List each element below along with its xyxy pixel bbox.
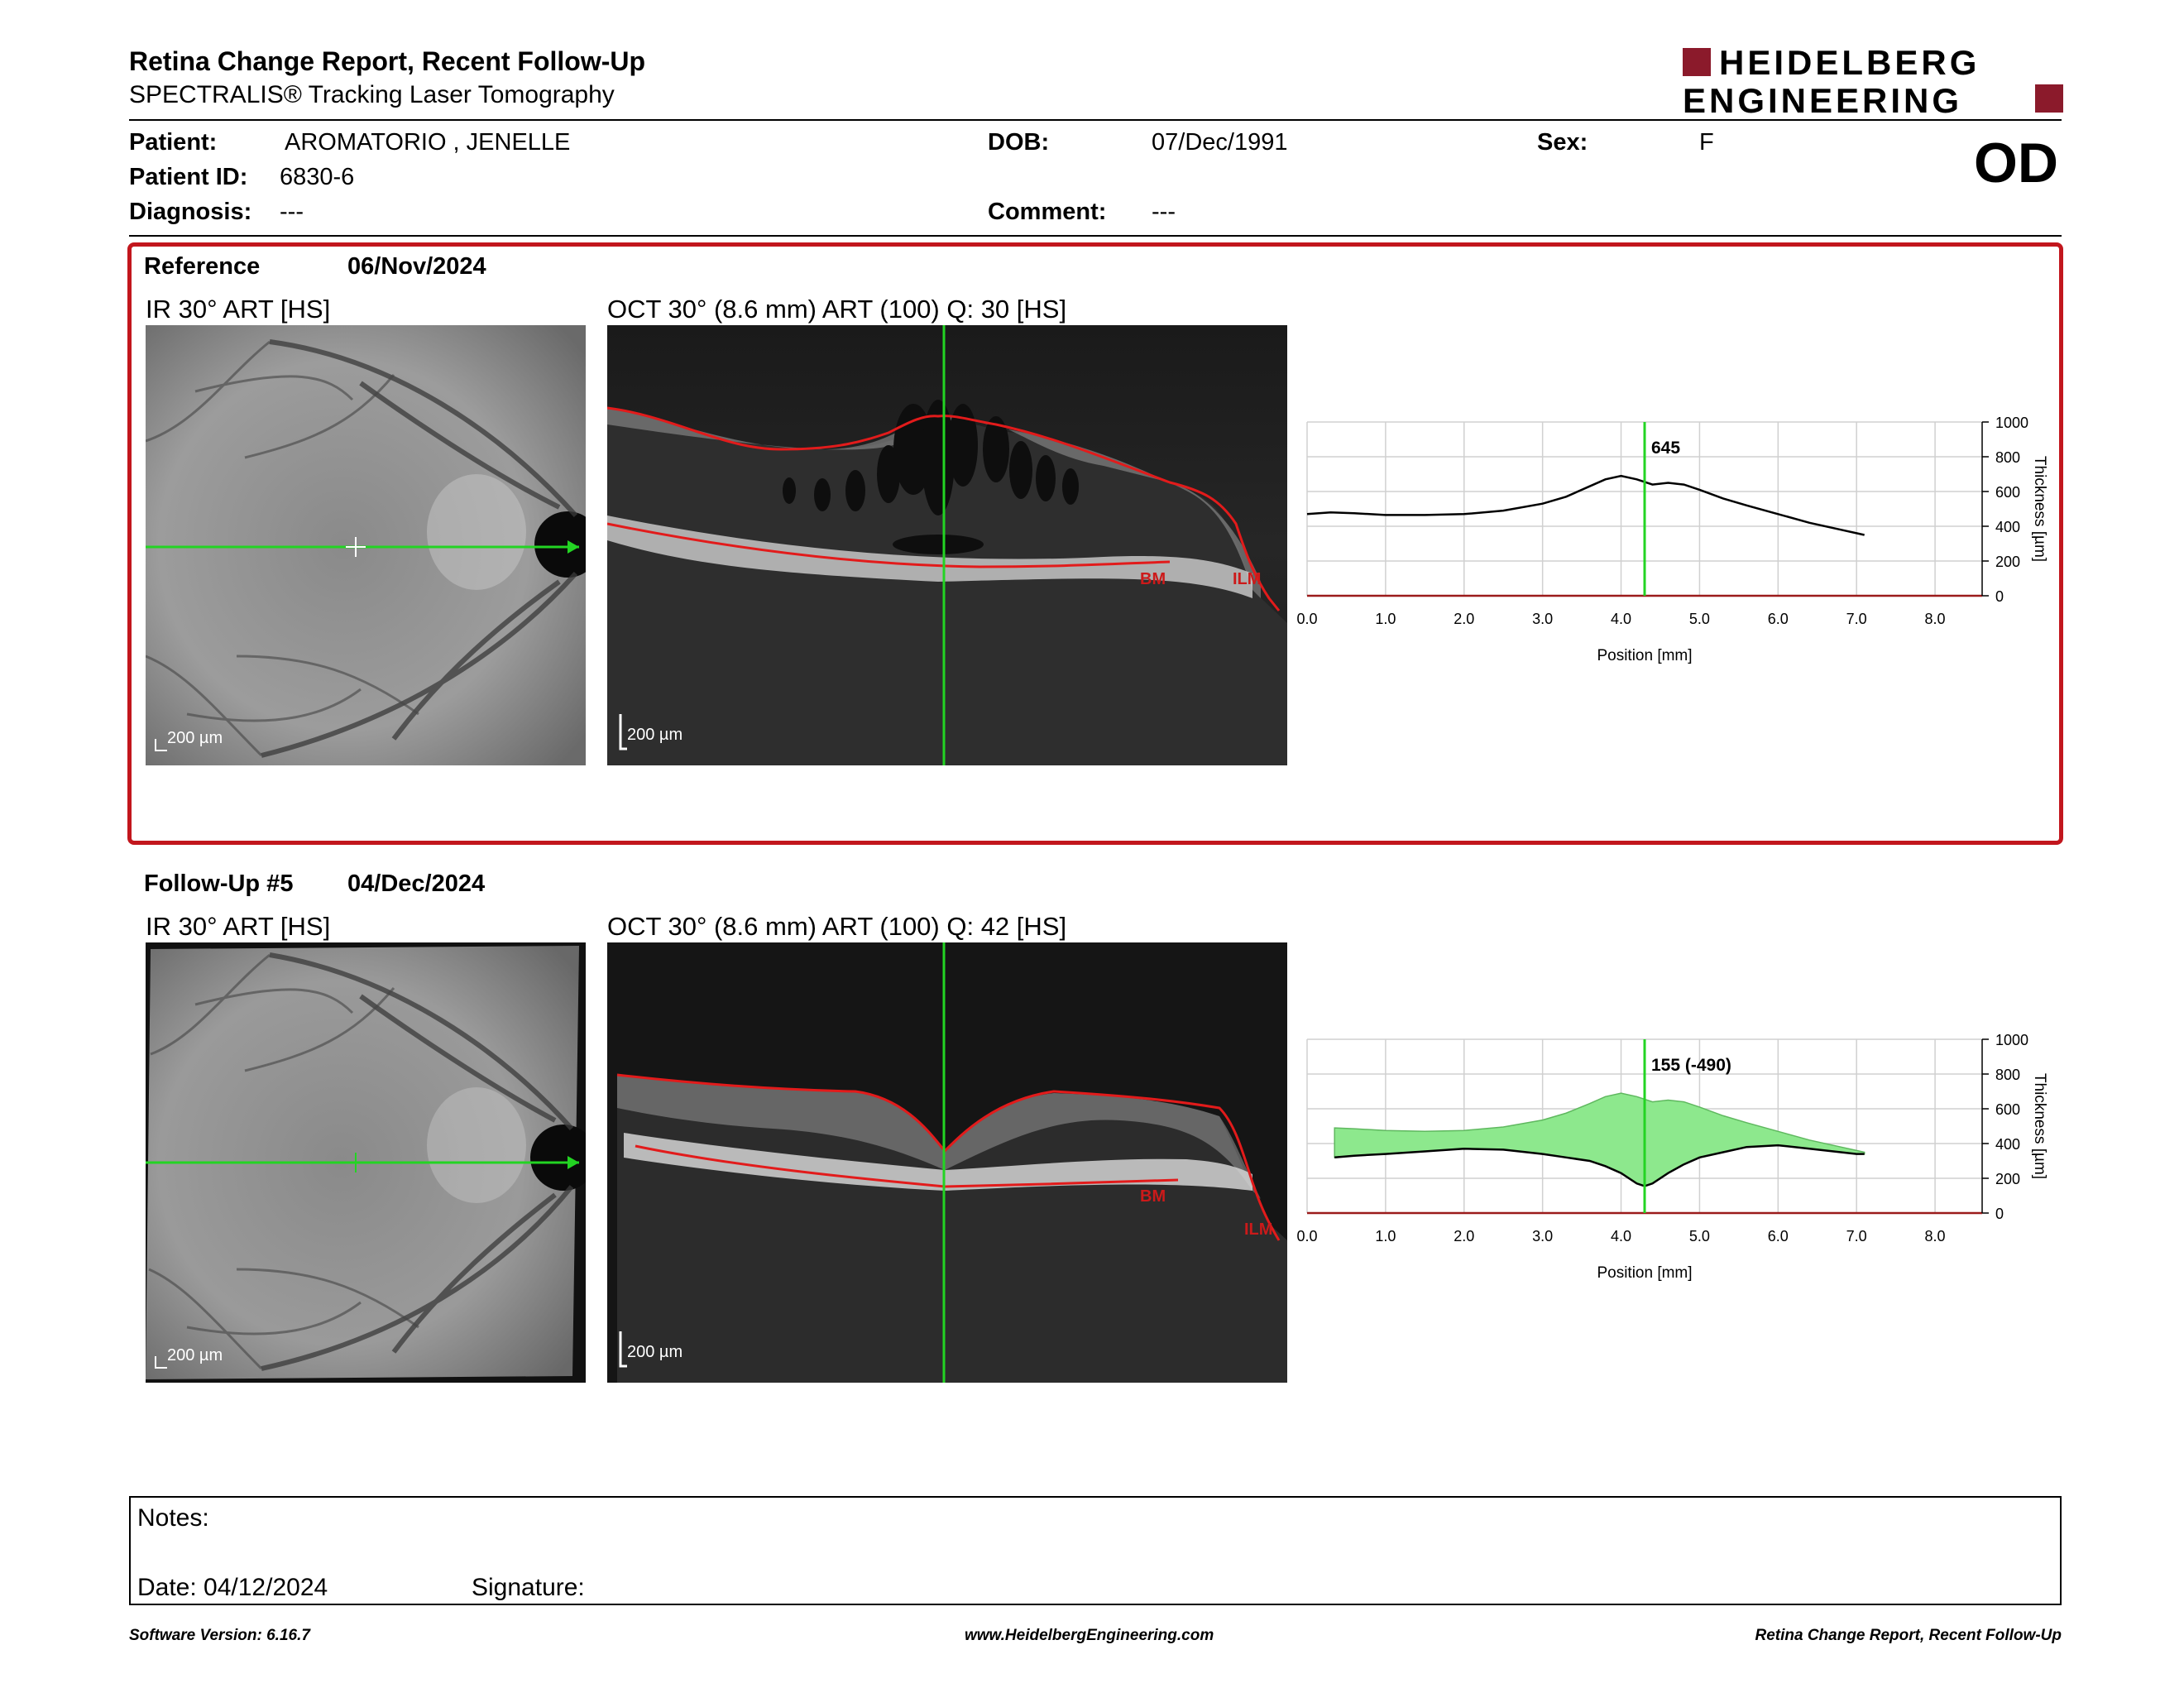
- followup-chart-xtick-label: 3.0: [1532, 1228, 1553, 1244]
- patient-label: Patient:: [129, 129, 218, 156]
- reference-chart-xtick-label: 3.0: [1532, 611, 1553, 627]
- patient-divider: [129, 235, 2062, 237]
- followup-chart-xtick-label: 8.0: [1925, 1228, 1946, 1244]
- followup-chart-followup-line: [1334, 1144, 1865, 1187]
- followup-chart-xtick-label: 2.0: [1454, 1228, 1474, 1244]
- followup-bm-label: BM: [1140, 1187, 1166, 1206]
- followup-ir-image[interactable]: 200 µm: [146, 942, 586, 1383]
- reference-ilm-label: ILM: [1233, 570, 1261, 588]
- heidelberg-logo: HEIDELBERG ENGINEERING: [1683, 43, 2063, 117]
- diagnosis-label: Diagnosis:: [129, 199, 252, 225]
- dob-label: DOB:: [988, 129, 1050, 156]
- reference-chart-xtick-label: 5.0: [1689, 611, 1710, 627]
- followup-label: Follow-Up #5: [144, 870, 294, 897]
- followup-chart-xtick-label: 6.0: [1768, 1228, 1789, 1244]
- footer-report-name: Retina Change Report, Recent Follow-Up: [1755, 1627, 2062, 1644]
- software-version: Software Version: 6.16.7: [129, 1627, 310, 1644]
- followup-oct-image[interactable]: BM ILM 200 µm: [607, 942, 1287, 1383]
- reference-chart-xtick-label: 2.0: [1454, 611, 1474, 627]
- followup-chart-xtick-label: 7.0: [1846, 1228, 1867, 1244]
- followup-oct-scale: 200 µm: [627, 1343, 683, 1361]
- followup-chart-xtick-label: 4.0: [1611, 1228, 1631, 1244]
- followup-thickness-chart: 0 200 400 600 800 1000 0.0 1.0 2.0 3.0 4.0 5.0 6.0 7.…: [1296, 1032, 2048, 1282]
- reference-chart-ytick-label: 200: [1995, 554, 2020, 570]
- reference-thickness-chart: 0 200 400 600 800 1000 0.0 1.0 2.0 3.0 4.0 5.0 6.0 7.…: [1296, 415, 2048, 664]
- followup-chart-ytick-label: 600: [1995, 1101, 2020, 1118]
- followup-ir-scale: 200 µm: [167, 1346, 223, 1364]
- comment-value: ---: [1152, 199, 1176, 225]
- reference-chart-y-axis-label: Thickness [µm]: [2031, 456, 2048, 562]
- followup-chart-ytick-label: 0: [1995, 1206, 2004, 1222]
- logo-line1: HEIDELBERG: [1719, 43, 1980, 82]
- reference-chart-x-axis-label: Position [mm]: [1597, 647, 1692, 664]
- followup-chart-xtick-label: 1.0: [1375, 1228, 1396, 1244]
- followup-chart-ytick-label: 400: [1995, 1136, 2020, 1153]
- report-subtitle: SPECTRALIS® Tracking Laser Tomography: [129, 81, 615, 108]
- logo-line2: ENGINEERING: [1683, 81, 1962, 117]
- sex-label: Sex:: [1537, 129, 1588, 156]
- reference-chart-xtick-label: 0.0: [1296, 611, 1317, 627]
- reference-ir-title: IR 30° ART [HS]: [146, 295, 331, 324]
- reference-label: Reference: [144, 253, 261, 280]
- followup-chart-x-axis-label: Position [mm]: [1597, 1264, 1692, 1282]
- sex-value: F: [1699, 129, 1714, 156]
- reference-chart-ytick-label: 800: [1995, 449, 2020, 466]
- reference-chart-xtick-label: 6.0: [1768, 611, 1789, 627]
- header-divider: [129, 119, 2062, 121]
- followup-chart-ytick-label: 800: [1995, 1067, 2020, 1083]
- reference-chart-ytick-label: 1000: [1995, 415, 2028, 431]
- followup-date: 04/Dec/2024: [347, 870, 486, 897]
- reference-section-box: [127, 242, 2063, 845]
- followup-oct-title: OCT 30° (8.6 mm) ART (100) Q: 42 [HS]: [607, 912, 1067, 941]
- reference-oct-title: OCT 30° (8.6 mm) ART (100) Q: 30 [HS]: [607, 295, 1067, 324]
- reference-date: 06/Nov/2024: [347, 253, 486, 280]
- signature-label: Signature:: [472, 1574, 585, 1601]
- patient-name: AROMATORIO , JENELLE: [285, 129, 571, 156]
- eye-indicator: OD: [1974, 132, 2058, 194]
- followup-chart-change-area: [1334, 1092, 1866, 1187]
- followup-ilm-label: ILM: [1244, 1220, 1272, 1239]
- reference-oct-image[interactable]: BM ILM 200 µm: [607, 325, 1287, 765]
- report-title: Retina Change Report, Recent Follow-Up: [129, 46, 646, 76]
- followup-chart-xtick-label: 0.0: [1296, 1228, 1317, 1244]
- reference-chart-xtick-label: 7.0: [1846, 611, 1867, 627]
- followup-ir-title: IR 30° ART [HS]: [146, 912, 331, 941]
- reference-chart-xtick-label: 4.0: [1611, 611, 1631, 627]
- dob-value: 07/Dec/1991: [1152, 129, 1288, 156]
- date-label: Date: 04/12/2024: [137, 1574, 328, 1601]
- reference-chart-cursor-label: 645: [1651, 439, 1680, 458]
- reference-chart-ytick-label: 400: [1995, 519, 2020, 535]
- patient-id-label: Patient ID:: [129, 164, 248, 190]
- followup-chart-y-axis-label: Thickness [µm]: [2031, 1073, 2048, 1179]
- reference-ir-image[interactable]: 200 µm: [146, 325, 586, 765]
- notes-label: Notes:: [137, 1504, 209, 1532]
- followup-chart-ytick-label: 1000: [1995, 1032, 2028, 1048]
- reference-chart-thickness-line: [1306, 474, 1865, 536]
- followup-chart-xtick-label: 5.0: [1689, 1228, 1710, 1244]
- reference-chart-ytick-label: 0: [1995, 588, 2004, 605]
- reference-ir-scale: 200 µm: [167, 729, 223, 747]
- comment-label: Comment:: [988, 199, 1107, 225]
- followup-chart-cursor-label: 155 (-490): [1651, 1056, 1731, 1075]
- reference-chart-ytick-label: 600: [1995, 484, 2020, 501]
- reference-bm-label: BM: [1140, 570, 1166, 588]
- patient-id-value: 6830-6: [280, 164, 355, 190]
- notes-box[interactable]: Notes: Date: 04/12/2024 Signature:: [129, 1496, 2062, 1605]
- reference-oct-scale: 200 µm: [627, 726, 683, 744]
- diagnosis-value: ---: [280, 199, 304, 225]
- reference-chart-xtick-label: 8.0: [1925, 611, 1946, 627]
- website-link[interactable]: www.HeidelbergEngineering.com: [965, 1627, 1214, 1644]
- followup-chart-ytick-label: 200: [1995, 1171, 2020, 1187]
- reference-chart-xtick-label: 1.0: [1375, 611, 1396, 627]
